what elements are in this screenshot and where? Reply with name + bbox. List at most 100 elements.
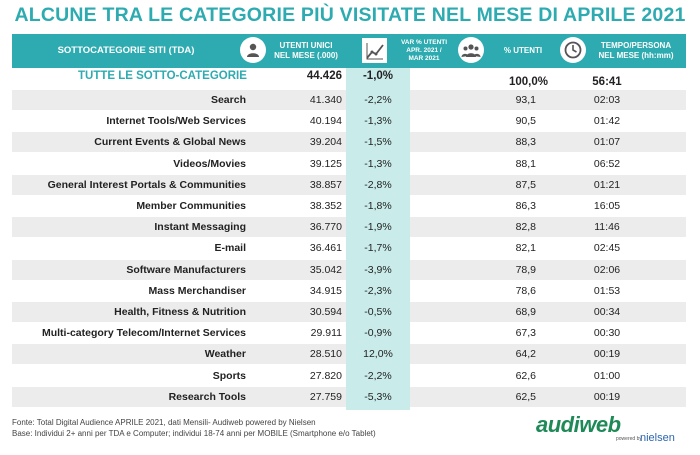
row-var: -2,2% [364, 94, 392, 106]
row-time: 01:00 [593, 369, 621, 382]
header-name: SOTTOCATEGORIE SITI (TDA) [57, 45, 195, 56]
header-var-line3: MAR 2021 [408, 55, 440, 62]
row-name: Mass Merchandiser [148, 284, 246, 297]
row-users: 28.510 [309, 348, 342, 361]
row-time: 02:45 [593, 242, 621, 255]
row-pct: 78,6 [515, 284, 536, 297]
row-var: -0,5% [364, 306, 392, 318]
row-var: -1,8% [364, 200, 392, 212]
row-users: 40.194 [309, 115, 342, 128]
row-pct: 67,3 [515, 327, 536, 340]
header-pct: % UTENTI [503, 46, 543, 55]
header-users-line2: NEL MESE (.000) [274, 51, 338, 60]
row-time: 01:21 [593, 178, 621, 191]
row-name: Multi-category Telecom/Internet Services [41, 327, 246, 340]
row-users: 41.340 [309, 94, 342, 106]
row-users: 36.770 [309, 221, 342, 234]
total-pct: 100,0% [508, 76, 548, 88]
clock-icon [560, 37, 586, 63]
row-time: 00:34 [593, 306, 621, 318]
row-name: Instant Messaging [154, 221, 246, 234]
row-users: 27.759 [309, 390, 342, 403]
row-users: 35.042 [309, 263, 342, 276]
row-pct: 88,1 [515, 157, 536, 170]
row-var: 12,0% [363, 348, 393, 361]
footer-source: Fonte: Total Digital Audience APRILE 202… [12, 418, 316, 427]
table-row: Current Events & Global News 39.204 -1,5% 8… [12, 132, 686, 153]
row-name: Software Manufacturers [126, 263, 246, 276]
header-var: VAR % UTENTI APR. 2021 /MAR 2021 [390, 34, 458, 68]
table-row: Internet Tools/Web Services 40.194 -1,3% 90… [12, 111, 686, 131]
group-icon [458, 37, 484, 63]
row-name: Sports [212, 369, 246, 382]
row-name: Member Communities [136, 200, 246, 212]
row-pct: 86,3 [515, 200, 536, 212]
row-var: -1,7% [364, 242, 392, 255]
header-time-line2: NEL MESE (hh:mm) [598, 51, 674, 60]
row-pct: 62,6 [515, 369, 536, 382]
row-users: 36.461 [309, 242, 342, 255]
row-var: -1,5% [364, 136, 392, 149]
trend-chart-icon [362, 38, 387, 63]
nielsen-logo: nielsen [640, 432, 675, 444]
header-time-line1: TEMPO/PERSONA [600, 41, 672, 50]
row-var: -1,3% [364, 115, 392, 128]
row-time: 00:19 [593, 390, 621, 403]
row-var: -2,3% [364, 284, 392, 297]
header-var-line1: VAR % UTENTI [400, 39, 448, 46]
row-time: 01:53 [593, 284, 621, 297]
table-row: Mass Merchandiser 34.915 -2,3% 78,6 01:53 [12, 281, 686, 301]
row-users: 30.594 [309, 306, 342, 318]
table-row: Member Communities 38.352 -1,8% 86,3 16:05 [12, 196, 686, 216]
table-row: General Interest Portals & Communities 38… [12, 174, 686, 195]
table-row: Health, Fitness & Nutrition 30.594 -0,5% 68… [12, 302, 686, 322]
table-row: Software Manufacturers 35.042 -3,9% 78,9 02:… [12, 259, 686, 280]
row-time: 02:03 [593, 94, 621, 106]
row-time: 01:42 [593, 115, 621, 128]
row-name: Weather [204, 348, 246, 361]
row-time: 01:07 [593, 136, 621, 149]
row-pct: 93,1 [515, 94, 536, 106]
row-pct: 78,9 [515, 263, 536, 276]
row-users: 38.857 [309, 178, 342, 191]
total-time: 56:41 [592, 76, 622, 88]
row-users: 38.352 [309, 200, 342, 212]
row-time: 00:30 [593, 327, 621, 340]
row-pct: 68,9 [515, 306, 536, 318]
row-time: 00:19 [593, 348, 621, 361]
table-row: Multi-category Telecom/Internet Services… [12, 323, 686, 343]
row-name: Current Events & Global News [94, 136, 246, 149]
row-users: 29.911 [310, 327, 342, 340]
row-var: -2,8% [364, 178, 392, 191]
row-var: -3,9% [364, 263, 392, 276]
header-var-line2: APR. 2021 / [406, 47, 442, 54]
row-pct: 82,1 [515, 242, 536, 255]
row-name: Research Tools [168, 390, 246, 403]
row-var: -1,9% [364, 221, 392, 234]
row-name: General Interest Portals & Communities [47, 178, 246, 191]
row-pct: 64,2 [515, 348, 536, 361]
row-pct: 90,5 [515, 115, 536, 128]
row-pct: 82,8 [515, 221, 536, 234]
row-users: 27.820 [309, 369, 342, 382]
table-row: Research Tools 27.759 -5,3% 62,5 00:19 [12, 386, 686, 407]
table-header: SOTTOCATEGORIE SITI (TDA) UTENTI UNICI NE… [12, 34, 686, 68]
row-name: Health, Fitness & Nutrition [114, 306, 246, 318]
table-row: Sports 27.820 -2,2% 62,6 01:00 [12, 366, 686, 386]
row-var: -2,2% [364, 369, 392, 382]
row-time: 02:06 [593, 263, 621, 276]
row-users: 39.204 [309, 136, 342, 149]
total-row: TUTTE LE SOTTO-CATEGORIE 44.426 -1,0% 10… [12, 70, 686, 88]
row-name: Search [210, 94, 246, 106]
row-name: Internet Tools/Web Services [106, 115, 246, 128]
row-time: 06:52 [593, 157, 621, 170]
total-name: TUTTE LE SOTTO-CATEGORIE [78, 70, 247, 82]
table-row: E-mail 36.461 -1,7% 82,1 02:45 [12, 238, 686, 258]
table-row: Videos/Movies 39.125 -1,3% 88,1 06:52 [12, 154, 686, 174]
row-pct: 62,5 [515, 390, 536, 403]
row-var: -1,3% [364, 157, 392, 170]
total-var: -1,0% [362, 70, 394, 82]
row-name: Videos/Movies [173, 157, 246, 170]
table-row: Instant Messaging 36.770 -1,9% 82,8 11:46 [12, 217, 686, 238]
header-time: TEMPO/PERSONA NEL MESE (hh:mm) [586, 34, 686, 68]
